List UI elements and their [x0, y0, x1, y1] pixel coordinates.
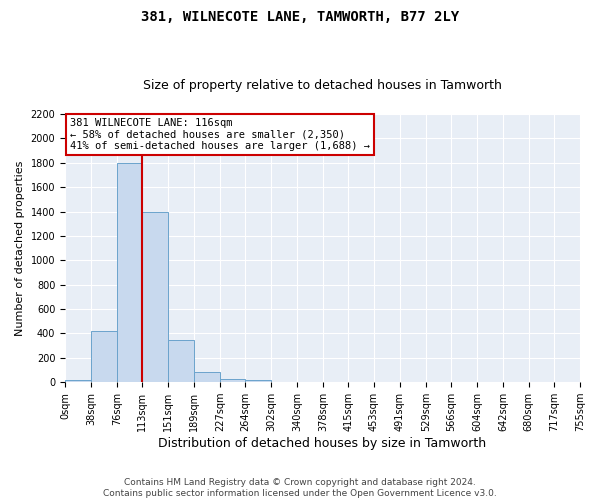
Bar	[65, 380, 91, 382]
Bar	[220, 378, 245, 382]
Bar	[194, 372, 220, 382]
Text: 381, WILNECOTE LANE, TAMWORTH, B77 2LY: 381, WILNECOTE LANE, TAMWORTH, B77 2LY	[141, 10, 459, 24]
Bar	[168, 340, 194, 382]
Bar	[245, 380, 271, 382]
Bar	[91, 331, 117, 382]
Text: Contains HM Land Registry data © Crown copyright and database right 2024.
Contai: Contains HM Land Registry data © Crown c…	[103, 478, 497, 498]
X-axis label: Distribution of detached houses by size in Tamworth: Distribution of detached houses by size …	[158, 437, 487, 450]
Bar	[117, 163, 142, 382]
Title: Size of property relative to detached houses in Tamworth: Size of property relative to detached ho…	[143, 79, 502, 92]
Y-axis label: Number of detached properties: Number of detached properties	[15, 160, 25, 336]
Bar	[142, 212, 168, 382]
Text: 381 WILNECOTE LANE: 116sqm
← 58% of detached houses are smaller (2,350)
41% of s: 381 WILNECOTE LANE: 116sqm ← 58% of deta…	[70, 118, 370, 151]
